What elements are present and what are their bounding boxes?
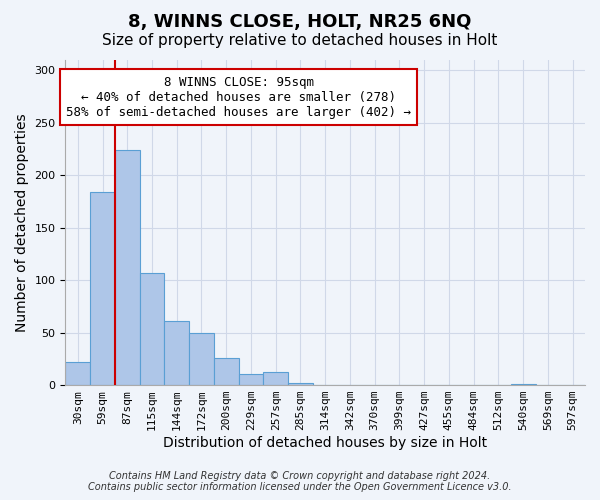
Bar [164, 321, 189, 385]
Bar [140, 273, 164, 385]
Bar [90, 192, 115, 385]
Y-axis label: Number of detached properties: Number of detached properties [15, 113, 29, 332]
Text: 8, WINNS CLOSE, HOLT, NR25 6NQ: 8, WINNS CLOSE, HOLT, NR25 6NQ [128, 12, 472, 30]
Bar [288, 383, 313, 385]
Text: 8 WINNS CLOSE: 95sqm
← 40% of detached houses are smaller (278)
58% of semi-deta: 8 WINNS CLOSE: 95sqm ← 40% of detached h… [66, 76, 411, 118]
Bar [214, 358, 239, 385]
Text: Contains HM Land Registry data © Crown copyright and database right 2024.
Contai: Contains HM Land Registry data © Crown c… [88, 471, 512, 492]
Bar [115, 150, 140, 385]
Bar [263, 372, 288, 385]
Bar [511, 384, 536, 385]
Bar [65, 362, 90, 385]
Bar [239, 374, 263, 385]
Text: Size of property relative to detached houses in Holt: Size of property relative to detached ho… [103, 32, 497, 48]
X-axis label: Distribution of detached houses by size in Holt: Distribution of detached houses by size … [163, 436, 487, 450]
Bar [189, 332, 214, 385]
